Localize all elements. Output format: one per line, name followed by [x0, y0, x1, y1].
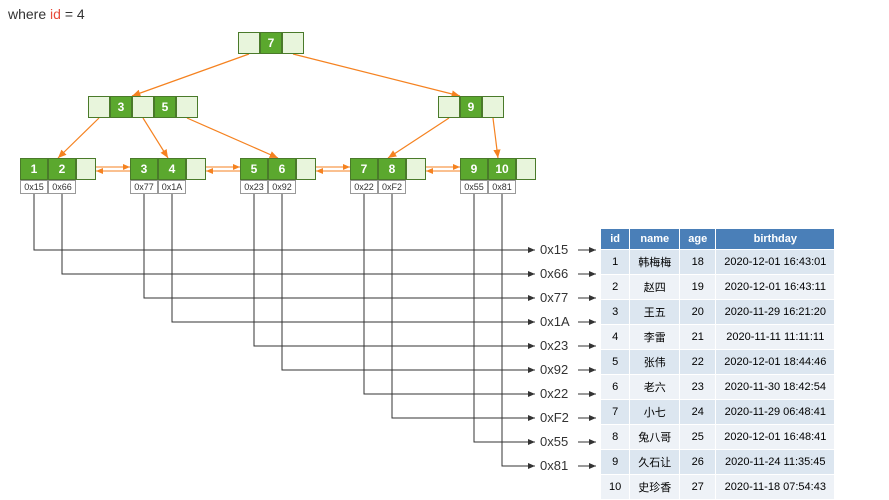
table-cell: 张伟 [630, 350, 680, 375]
leaf-pointer: 0x1A [158, 180, 186, 194]
pointer-address: 0x77 [540, 290, 568, 305]
table-row: 7小七242020-11-29 06:48:41 [601, 400, 835, 425]
table-cell: 2020-11-11 11:11:11 [716, 325, 835, 350]
table-cell: 2020-11-18 07:54:43 [716, 475, 835, 500]
pointer-address: 0x66 [540, 266, 568, 281]
table-cell: 21 [680, 325, 716, 350]
leaf-pointer: 0x66 [48, 180, 76, 194]
leaf-key: 5 [240, 158, 268, 180]
table-cell: 2020-11-29 06:48:41 [716, 400, 835, 425]
table-header: birthday [716, 229, 835, 250]
table-row: 4李雷212020-11-11 11:11:11 [601, 325, 835, 350]
table-cell: 久石让 [630, 450, 680, 475]
table-row: 2赵四192020-12-01 16:43:11 [601, 275, 835, 300]
table-row: 8兔八哥252020-12-01 16:48:41 [601, 425, 835, 450]
btree-internal-node: 7 [238, 32, 304, 54]
pointer-address: 0x1A [540, 314, 570, 329]
table-row: 9久石让262020-11-24 11:35:45 [601, 450, 835, 475]
table-cell: 10 [601, 475, 630, 500]
btree-leaf-node: 9100x550x81 [460, 158, 536, 194]
table-cell: 18 [680, 250, 716, 275]
table-cell: 27 [680, 475, 716, 500]
table-cell: 23 [680, 375, 716, 400]
btree-leaf-node: 560x230x92 [240, 158, 316, 194]
table-header: age [680, 229, 716, 250]
leaf-pointer: 0x77 [130, 180, 158, 194]
table-cell: 2 [601, 275, 630, 300]
table-row: 3王五202020-11-29 16:21:20 [601, 300, 835, 325]
table-cell: 赵四 [630, 275, 680, 300]
leaf-key: 7 [350, 158, 378, 180]
btree-internal-node: 9 [438, 96, 504, 118]
table-row: 1韩梅梅182020-12-01 16:43:01 [601, 250, 835, 275]
table-cell: 25 [680, 425, 716, 450]
leaf-pointer: 0xF2 [378, 180, 406, 194]
table-cell: 1 [601, 250, 630, 275]
btree-key: 7 [260, 32, 282, 54]
table-cell: 小七 [630, 400, 680, 425]
pointer-address: 0xF2 [540, 410, 569, 425]
table-cell: 2020-12-01 16:43:11 [716, 275, 835, 300]
table-cell: 22 [680, 350, 716, 375]
table-cell: 老六 [630, 375, 680, 400]
table-cell: 4 [601, 325, 630, 350]
btree-leaf-node: 120x150x66 [20, 158, 96, 194]
pointer-address: 0x23 [540, 338, 568, 353]
table-cell: 韩梅梅 [630, 250, 680, 275]
leaf-key: 2 [48, 158, 76, 180]
pointer-address: 0x15 [540, 242, 568, 257]
table-cell: 王五 [630, 300, 680, 325]
table-cell: 24 [680, 400, 716, 425]
table-cell: 2020-11-30 18:42:54 [716, 375, 835, 400]
table-cell: 2020-12-01 16:43:01 [716, 250, 835, 275]
btree-key: 9 [460, 96, 482, 118]
table-cell: 李雷 [630, 325, 680, 350]
table-cell: 26 [680, 450, 716, 475]
data-table: idnameagebirthday 1韩梅梅182020-12-01 16:43… [600, 228, 835, 500]
table-cell: 19 [680, 275, 716, 300]
table-row: 6老六232020-11-30 18:42:54 [601, 375, 835, 400]
pointer-address: 0x55 [540, 434, 568, 449]
table-row: 10史珍香272020-11-18 07:54:43 [601, 475, 835, 500]
pointer-address: 0x22 [540, 386, 568, 401]
table-cell: 2020-11-29 16:21:20 [716, 300, 835, 325]
table-cell: 2020-12-01 18:44:46 [716, 350, 835, 375]
leaf-key: 9 [460, 158, 488, 180]
leaf-key: 10 [488, 158, 516, 180]
btree-key: 3 [110, 96, 132, 118]
table-cell: 2020-11-24 11:35:45 [716, 450, 835, 475]
leaf-pointer: 0x81 [488, 180, 516, 194]
table-cell: 史珍香 [630, 475, 680, 500]
leaf-pointer: 0x22 [350, 180, 378, 194]
leaf-pointer: 0x92 [268, 180, 296, 194]
pointer-address: 0x81 [540, 458, 568, 473]
leaf-key: 8 [378, 158, 406, 180]
leaf-key: 6 [268, 158, 296, 180]
leaf-key: 1 [20, 158, 48, 180]
btree-leaf-node: 780x220xF2 [350, 158, 426, 194]
table-cell: 6 [601, 375, 630, 400]
btree-leaf-node: 340x770x1A [130, 158, 206, 194]
leaf-key: 4 [158, 158, 186, 180]
table-cell: 3 [601, 300, 630, 325]
leaf-pointer: 0x55 [460, 180, 488, 194]
pointer-address: 0x92 [540, 362, 568, 377]
table-cell: 2020-12-01 16:48:41 [716, 425, 835, 450]
table-header: name [630, 229, 680, 250]
table-cell: 8 [601, 425, 630, 450]
leaf-pointer: 0x15 [20, 180, 48, 194]
table-cell: 5 [601, 350, 630, 375]
btree-key: 5 [154, 96, 176, 118]
table-cell: 兔八哥 [630, 425, 680, 450]
table-cell: 7 [601, 400, 630, 425]
table-cell: 9 [601, 450, 630, 475]
leaf-key: 3 [130, 158, 158, 180]
btree-internal-node: 35 [88, 96, 198, 118]
table-header: id [601, 229, 630, 250]
table-row: 5张伟222020-12-01 18:44:46 [601, 350, 835, 375]
leaf-pointer: 0x23 [240, 180, 268, 194]
table-cell: 20 [680, 300, 716, 325]
